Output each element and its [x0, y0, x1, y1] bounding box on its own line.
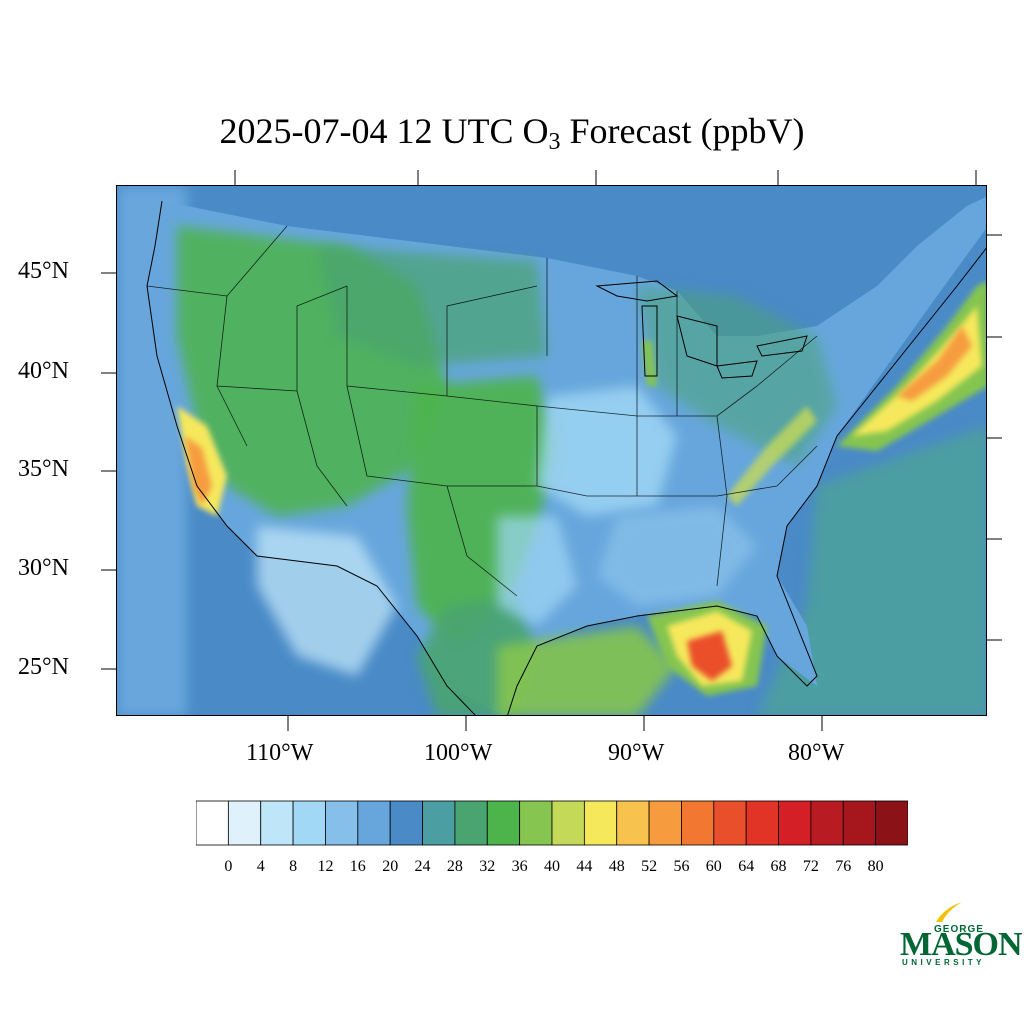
- colorbar-tick-label: 8: [289, 858, 298, 875]
- gulf-green: [497, 626, 677, 715]
- colorbar-tick-label: 76: [835, 858, 852, 875]
- colorbar-tick-label: 60: [705, 858, 722, 875]
- green-plains: [407, 376, 557, 646]
- lat-label-45: 45°N: [18, 258, 69, 284]
- colorbar-swatch: [551, 800, 585, 846]
- colorbar-swatch: [842, 800, 877, 846]
- colorbar-tick-label: 12: [317, 858, 334, 875]
- colorbar-swatch: [454, 800, 488, 846]
- green-north-plains: [317, 246, 547, 366]
- lat-label-25: 25°N: [18, 654, 69, 680]
- lat-label-35: 35°N: [18, 456, 69, 482]
- colorbar-tick-label: 56: [673, 858, 690, 875]
- colorbar-swatch: [422, 800, 456, 846]
- gmu-logo: GEORGE MASON UNIVERSITY: [898, 900, 1023, 970]
- colorbar-tick-label: 24: [414, 858, 431, 875]
- logo-mason: MASON: [900, 926, 1023, 963]
- lon-label-80: 80°W: [788, 740, 845, 766]
- colorbar-tick-label: 64: [738, 858, 755, 875]
- lowozone-southwest: [257, 526, 397, 676]
- atlantic-teal: [757, 426, 986, 715]
- colorbar-swatch: [713, 800, 747, 846]
- atlantic-plume-outer: [837, 281, 986, 451]
- appalachian-band: [727, 406, 817, 506]
- colorbar-tick-label: 40: [544, 858, 560, 875]
- title-suffix: Forecast (ppbV): [560, 111, 805, 151]
- coastline: [146, 200, 986, 715]
- lowozone-southeast: [597, 506, 757, 606]
- state-boundaries: [146, 225, 818, 597]
- colorbar-swatch: [196, 800, 229, 846]
- lat-label-40: 40°N: [18, 358, 69, 384]
- logo-university: UNIVERSITY: [902, 958, 986, 967]
- atlantic-plume-mid: [852, 306, 982, 436]
- colorbar-tick-label: 72: [802, 858, 819, 875]
- colorbar-tick-label: 28: [446, 858, 463, 875]
- colorbar-tick-label: 4: [256, 858, 265, 875]
- lon-label-100: 100°W: [424, 740, 493, 766]
- colorbar-swatch: [389, 800, 423, 846]
- colorbar-swatch: [681, 800, 715, 846]
- colorbar-swatch: [486, 800, 521, 846]
- colorbar-swatch: [583, 800, 618, 846]
- lake-michigan-plume: [642, 341, 657, 386]
- lon-label-90: 90°W: [608, 740, 665, 766]
- colorbar-tick-label: 32: [479, 858, 496, 875]
- lowozone-midwest: [537, 386, 677, 516]
- colorbar-tick-label: 20: [382, 858, 399, 875]
- colorbar-tick-label: 44: [576, 858, 593, 875]
- colorbar-swatch: [260, 800, 294, 846]
- logo-swoosh-icon: [936, 902, 962, 922]
- colorbar-swatch: [357, 800, 391, 846]
- colorbar-swatch: [778, 800, 812, 846]
- colorbar-tick-label: 48: [608, 858, 625, 875]
- colorbar-tick-label: 0: [224, 858, 233, 875]
- lowozone-texas: [497, 516, 577, 626]
- lon-label-110: 110°W: [246, 740, 314, 766]
- colorbar-swatch: [616, 800, 650, 846]
- colorbar: [196, 800, 908, 846]
- lat-label-30: 30°N: [18, 555, 69, 581]
- colorbar-swatch: [519, 800, 553, 846]
- colorbar-swatch: [292, 800, 326, 846]
- colorbar-swatch: [325, 800, 359, 846]
- title-prefix: 2025-07-04 12 UTC O: [219, 111, 549, 151]
- green-northeast: [637, 286, 837, 466]
- gulf-plume-core: [687, 631, 732, 681]
- colorbar-tick-label: 16: [349, 858, 366, 875]
- great-lakes: [595, 280, 808, 379]
- california-hotspot-core: [185, 436, 212, 506]
- colorbar-tick-label: 68: [770, 858, 787, 875]
- title-subscript: 3: [548, 129, 561, 155]
- map-title: 2025-07-04 12 UTC O3 Forecast (ppbV): [0, 110, 1024, 156]
- logo-george: GEORGE: [934, 924, 984, 935]
- colorbar-swatch: [648, 800, 682, 846]
- colorbar-tick-label: 80: [867, 858, 884, 875]
- colorbar-swatch: [875, 800, 908, 846]
- atlantic-plume-core: [897, 326, 972, 401]
- colorbar-swatch: [745, 800, 779, 846]
- colorbar-swatch: [227, 800, 262, 846]
- colorbar-tick-label: 52: [641, 858, 658, 875]
- colorbar-swatch: [810, 800, 844, 846]
- ozone-forecast-map: [116, 185, 987, 716]
- colorbar-tick-label: 36: [511, 858, 528, 875]
